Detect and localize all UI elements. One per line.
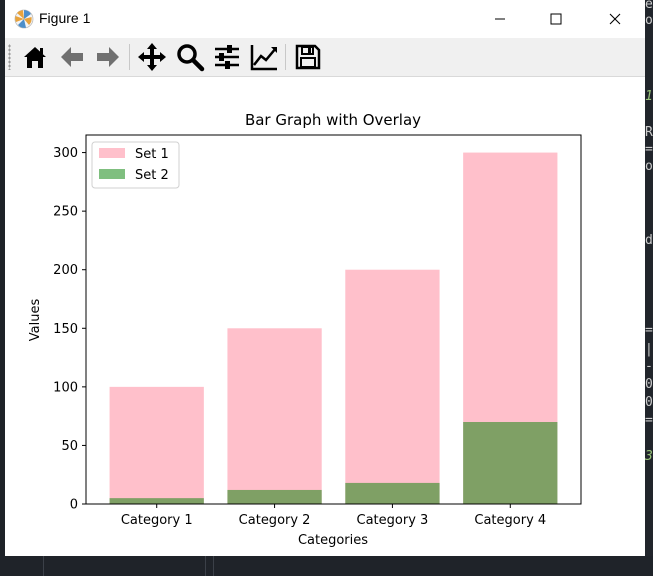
matplotlib-icon [14, 9, 34, 29]
background-bottom-strip [0, 556, 653, 576]
back-button[interactable] [56, 41, 88, 73]
editor-fragment: 1 [645, 89, 653, 104]
chart-title: Bar Graph with Overlay [245, 111, 421, 129]
title-bar[interactable]: Figure 1 [5, 0, 645, 37]
configure-subplots-button[interactable] [211, 41, 243, 73]
toolbar-grip[interactable] [8, 44, 11, 70]
editor-fragment: 3 [645, 449, 653, 464]
x-tick-label: Category 3 [357, 513, 429, 528]
editor-fragment: = [645, 323, 653, 338]
editor-fragment: 0 [645, 377, 653, 392]
maximize-icon [550, 13, 562, 24]
move-icon [138, 43, 166, 71]
bar-2-4 [463, 422, 558, 504]
y-tick-label: 250 [53, 205, 78, 220]
minimize-icon [495, 18, 505, 19]
y-tick-label: 100 [53, 380, 78, 395]
x-tick-label: Category 1 [121, 513, 193, 528]
y-axis-ticks: 0 50 100 150 200 250 300 [53, 146, 86, 513]
editor-fragment: = [645, 142, 653, 157]
legend-swatch-set-1 [99, 148, 125, 158]
bars-set-2 [109, 422, 558, 504]
editor-fragment: R [645, 125, 653, 140]
legend-label-set-1: Set 1 [135, 147, 169, 162]
bar-2-3 [345, 482, 440, 504]
close-button[interactable] [592, 0, 638, 37]
bar-chart: Bar Graph with Overlay 0 50 100 150 200 250 30… [28, 111, 582, 548]
edit-axis-button[interactable] [248, 41, 280, 73]
y-tick-label: 200 [53, 263, 78, 278]
x-axis-ticks: Category 1 Category 2 Category 3 Category 4 [121, 504, 546, 528]
legend-label-set-2: Set 2 [135, 168, 169, 183]
y-tick-label: 0 [70, 498, 78, 513]
legend-swatch-set-2 [99, 169, 125, 179]
close-icon [609, 13, 621, 24]
window-title: Figure 1 [39, 10, 91, 26]
bar-2-2 [227, 489, 322, 504]
background-editor-strip: e o 1 R = o d = | - 0 0 = 3 [645, 0, 653, 576]
save-button[interactable] [292, 41, 324, 73]
home-icon [24, 47, 46, 68]
chart-legend: Set 1 Set 2 [91, 141, 180, 189]
bar-1-2 [227, 328, 322, 504]
bar-2-1 [109, 498, 204, 504]
axes-frame [85, 134, 582, 505]
forward-button[interactable] [92, 41, 124, 73]
x-tick-label: Category 2 [239, 513, 311, 528]
editor-fragment: 0 [645, 395, 653, 410]
y-tick-label: 300 [53, 146, 78, 161]
x-axis-label: Categories [298, 533, 368, 548]
editor-fragment: | [645, 342, 653, 357]
home-button[interactable] [19, 41, 51, 73]
editor-fragment: d [645, 233, 653, 248]
y-axis-label: Values [28, 299, 43, 342]
arrow-right-icon [97, 47, 119, 67]
bar-1-1 [109, 386, 204, 504]
pan-button[interactable] [136, 41, 168, 73]
navigation-toolbar [5, 38, 645, 77]
y-tick-label: 50 [61, 439, 78, 454]
bar-1-3 [345, 269, 440, 504]
zoom-button[interactable] [174, 41, 206, 73]
editor-fragment: e [645, 0, 653, 12]
x-tick-label: Category 4 [474, 513, 546, 528]
floppy-disk-icon [295, 44, 321, 70]
editor-fragment: o [645, 13, 653, 28]
sliders-icon [215, 45, 239, 69]
toolbar-separator [129, 44, 130, 70]
line-chart-icon [250, 45, 277, 71]
editor-fragment: = [645, 413, 653, 428]
maximize-button[interactable] [533, 0, 579, 37]
figure-canvas[interactable]: Bar Graph with Overlay 0 50 100 150 200 250 30… [5, 77, 645, 556]
minimize-button[interactable] [477, 0, 523, 37]
toolbar-separator [285, 44, 286, 70]
figure-window: Figure 1 [5, 0, 645, 556]
editor-fragment: - [645, 359, 653, 374]
editor-fragment: o [645, 159, 653, 174]
arrow-left-icon [61, 47, 83, 67]
magnifier-icon [177, 44, 205, 72]
y-tick-label: 150 [53, 322, 78, 337]
